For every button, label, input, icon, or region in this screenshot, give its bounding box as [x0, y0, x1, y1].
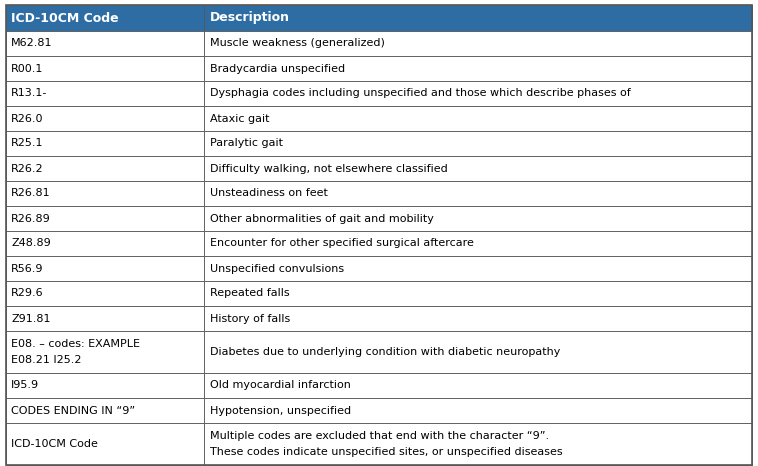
Bar	[204, 423, 752, 465]
Text: Bradycardia unspecified: Bradycardia unspecified	[210, 63, 345, 74]
Text: ICD-10CM Code: ICD-10CM Code	[11, 439, 98, 449]
Bar	[6, 281, 204, 306]
Bar	[204, 398, 752, 423]
Text: These codes indicate unspecified sites, or unspecified diseases: These codes indicate unspecified sites, …	[210, 447, 562, 458]
Text: Hypotension, unspecified: Hypotension, unspecified	[210, 405, 351, 416]
Bar	[204, 373, 752, 398]
Text: CODES ENDING IN “9”: CODES ENDING IN “9”	[11, 405, 135, 416]
Bar	[6, 206, 204, 231]
Bar	[6, 131, 204, 156]
Text: M62.81: M62.81	[11, 39, 52, 48]
Bar	[204, 331, 752, 373]
Text: Z91.81: Z91.81	[11, 314, 51, 323]
Text: Multiple codes are excluded that end with the character “9”.: Multiple codes are excluded that end wit…	[210, 431, 549, 440]
Text: Dysphagia codes including unspecified and those which describe phases of: Dysphagia codes including unspecified an…	[210, 89, 631, 98]
Bar	[204, 56, 752, 81]
Bar	[6, 373, 204, 398]
Bar	[204, 306, 752, 331]
Bar	[6, 398, 204, 423]
Bar	[6, 106, 204, 131]
Text: Encounter for other specified surgical aftercare: Encounter for other specified surgical a…	[210, 239, 474, 248]
Text: Z48.89: Z48.89	[11, 239, 51, 248]
Bar	[6, 256, 204, 281]
Text: R00.1: R00.1	[11, 63, 43, 74]
Bar	[6, 306, 204, 331]
Text: ICD-10CM Code: ICD-10CM Code	[11, 12, 118, 25]
Bar	[204, 256, 752, 281]
Bar	[204, 106, 752, 131]
Text: R26.0: R26.0	[11, 114, 43, 123]
Bar	[204, 5, 752, 31]
Text: E08. – codes: EXAMPLE: E08. – codes: EXAMPLE	[11, 339, 140, 349]
Bar	[6, 5, 204, 31]
Bar	[204, 231, 752, 256]
Bar	[204, 81, 752, 106]
Text: R26.81: R26.81	[11, 189, 51, 199]
Text: Unsteadiness on feet: Unsteadiness on feet	[210, 189, 327, 199]
Bar	[6, 31, 204, 56]
Text: R26.89: R26.89	[11, 213, 51, 224]
Bar	[204, 131, 752, 156]
Bar	[204, 206, 752, 231]
Text: Other abnormalities of gait and mobility: Other abnormalities of gait and mobility	[210, 213, 434, 224]
Text: Description: Description	[210, 12, 290, 25]
Text: Repeated falls: Repeated falls	[210, 288, 290, 299]
Bar	[6, 81, 204, 106]
Text: R29.6: R29.6	[11, 288, 44, 299]
Bar	[204, 281, 752, 306]
Bar	[6, 56, 204, 81]
Text: R56.9: R56.9	[11, 263, 43, 274]
Text: E08.21 I25.2: E08.21 I25.2	[11, 356, 82, 365]
Bar	[204, 31, 752, 56]
Text: I95.9: I95.9	[11, 381, 39, 391]
Text: Paralytic gait: Paralytic gait	[210, 138, 283, 149]
Bar	[6, 331, 204, 373]
Text: Unspecified convulsions: Unspecified convulsions	[210, 263, 344, 274]
Bar	[6, 423, 204, 465]
Text: History of falls: History of falls	[210, 314, 290, 323]
Text: Old myocardial infarction: Old myocardial infarction	[210, 381, 350, 391]
Bar	[204, 156, 752, 181]
Text: Difficulty walking, not elsewhere classified: Difficulty walking, not elsewhere classi…	[210, 164, 447, 173]
Bar	[6, 231, 204, 256]
Text: R13.1-: R13.1-	[11, 89, 47, 98]
Text: Ataxic gait: Ataxic gait	[210, 114, 269, 123]
Bar	[6, 181, 204, 206]
Bar	[6, 156, 204, 181]
Bar	[204, 181, 752, 206]
Text: R26.2: R26.2	[11, 164, 44, 173]
Text: R25.1: R25.1	[11, 138, 43, 149]
Text: Muscle weakness (generalized): Muscle weakness (generalized)	[210, 39, 384, 48]
Text: Diabetes due to underlying condition with diabetic neuropathy: Diabetes due to underlying condition wit…	[210, 347, 560, 357]
